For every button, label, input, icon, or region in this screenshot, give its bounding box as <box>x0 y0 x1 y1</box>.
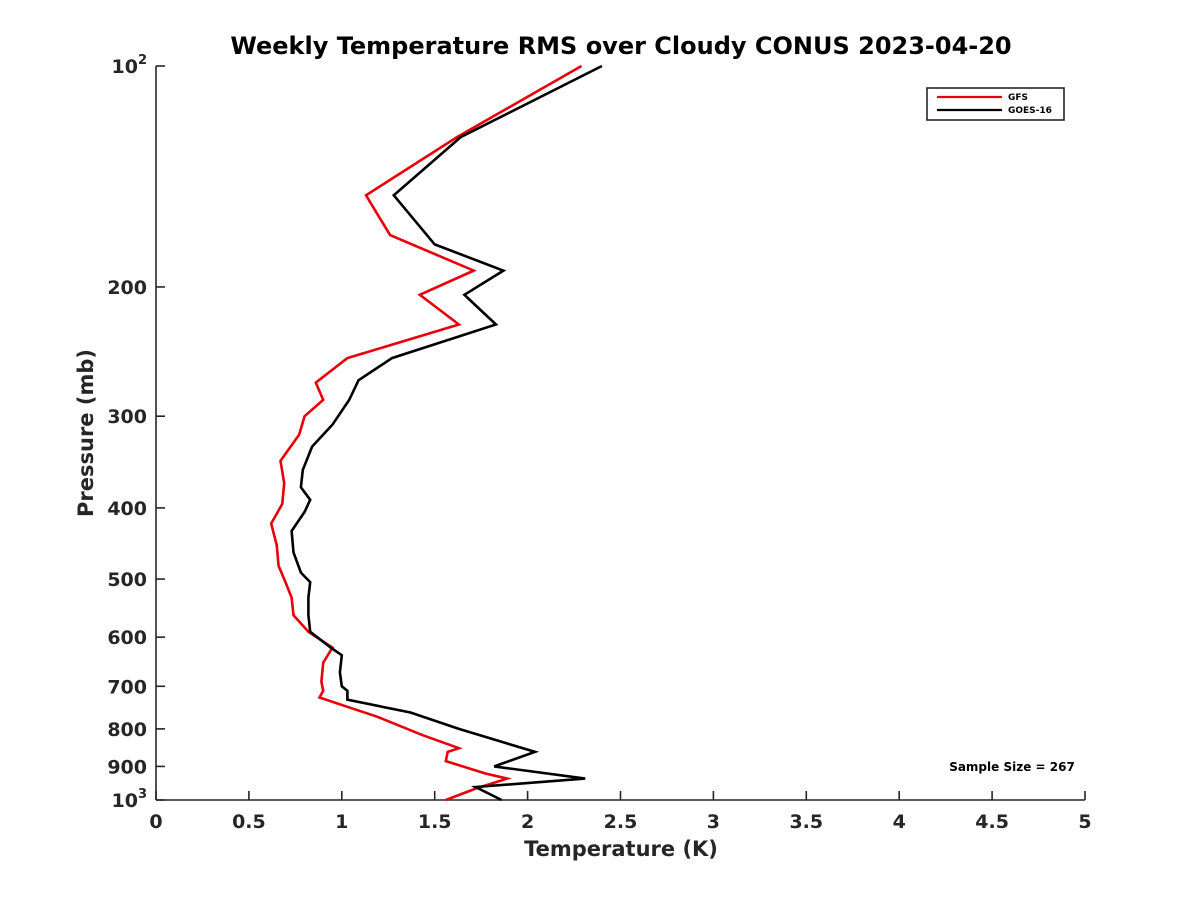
y-axis-label: Pressure (mb) <box>74 349 98 517</box>
x-tick-label: 0 <box>149 811 162 833</box>
y-tick-label: 900 <box>107 756 147 778</box>
x-tick-label: 5 <box>1078 811 1091 833</box>
y-axis-ticks: 102 200 300 400 500 600 700 800 900 103 <box>107 53 165 812</box>
chart-title: Weekly Temperature RMS over Cloudy CONUS… <box>230 32 1011 60</box>
sample-size-annotation: Sample Size = 267 <box>949 760 1075 774</box>
series-line-gfs <box>269 64 583 802</box>
y-tick-label: 200 <box>107 277 147 299</box>
x-axis-label: Temperature (K) <box>524 837 718 861</box>
y-tick-label: 102 <box>112 53 148 78</box>
legend-box <box>926 87 1065 121</box>
x-tick-label: 3 <box>707 811 720 833</box>
y-tick-label: 400 <box>107 498 147 520</box>
legend-label-goes-16: GOES-16 <box>1008 106 1052 116</box>
x-tick-label: 4.5 <box>975 811 1009 833</box>
y-tick-label: 700 <box>107 676 147 698</box>
x-tick-label: 1 <box>335 811 348 833</box>
legend-label-gfs: GFS <box>1008 93 1028 103</box>
x-tick-label: 4 <box>893 811 906 833</box>
y-tick-label: 800 <box>107 719 147 741</box>
y-tick-label: 103 <box>112 787 148 812</box>
x-tick-label: 2.5 <box>604 811 638 833</box>
series-line-goes-16 <box>290 64 603 802</box>
x-tick-label: 3.5 <box>789 811 823 833</box>
legend: GFS GOES-16 <box>926 87 1065 121</box>
y-tick-label: 500 <box>107 569 147 591</box>
y-tick-label: 300 <box>107 406 147 428</box>
x-axis-ticks: 0 0.5 1 1.5 2 2.5 3 3.5 4 4.5 5 <box>149 791 1092 833</box>
x-tick-label: 1.5 <box>418 811 452 833</box>
plot-lines <box>269 64 603 802</box>
y-tick-label: 600 <box>107 627 147 649</box>
x-tick-label: 0.5 <box>232 811 266 833</box>
x-tick-label: 2 <box>521 811 534 833</box>
